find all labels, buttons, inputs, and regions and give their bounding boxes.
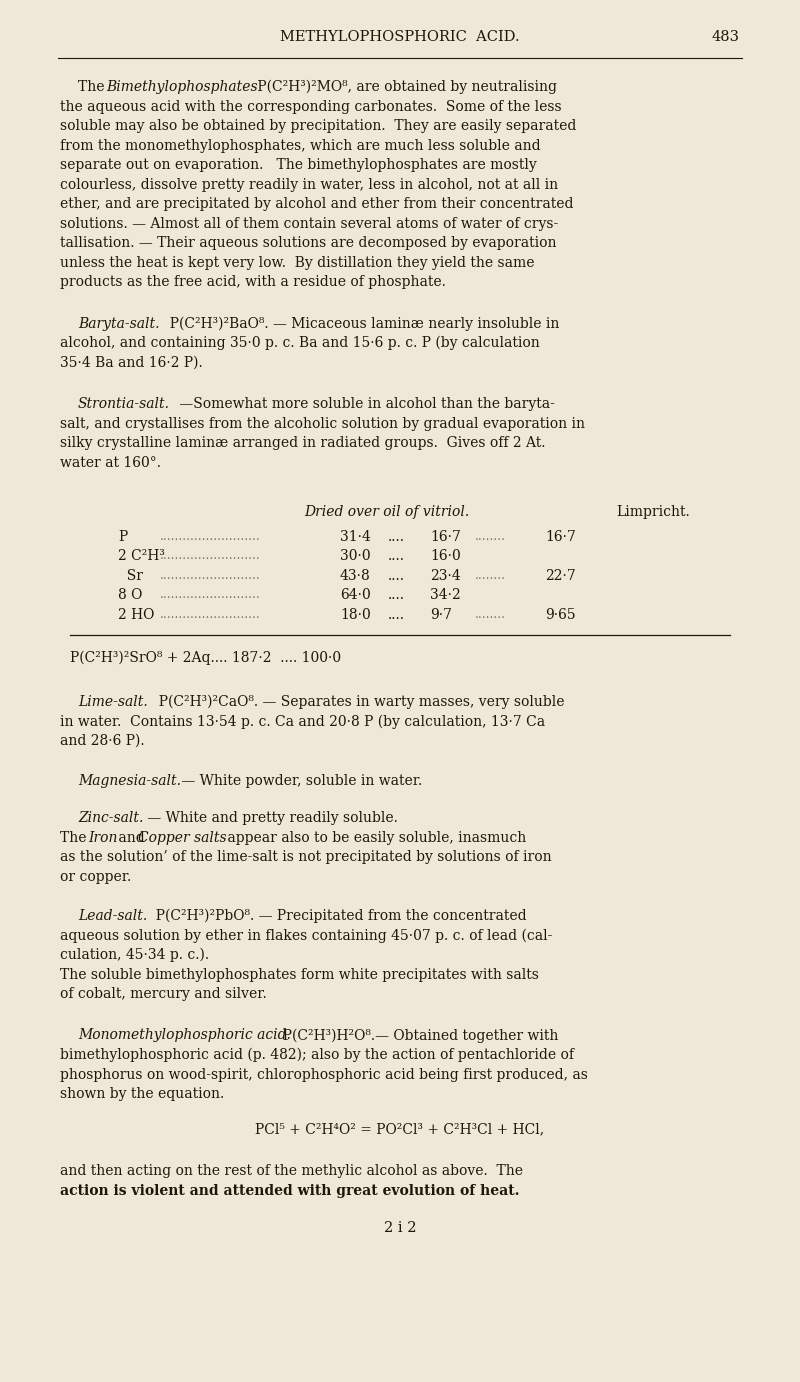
Text: and: and: [114, 831, 149, 844]
Text: and 28·6 P).: and 28·6 P).: [60, 734, 145, 748]
Text: ........: ........: [475, 529, 506, 543]
Text: 35·4 Ba and 16·2 P).: 35·4 Ba and 16·2 P).: [60, 355, 202, 369]
Text: 16·7: 16·7: [545, 529, 576, 543]
Text: P(C²H³)²BaO⁸. — Micaceous laminæ nearly insoluble in: P(C²H³)²BaO⁸. — Micaceous laminæ nearly …: [161, 316, 559, 330]
Text: separate out on evaporation.   The bimethylophosphates are mostly: separate out on evaporation. The bimethy…: [60, 158, 537, 171]
Text: or copper.: or copper.: [60, 869, 131, 883]
Text: ..........................: ..........................: [160, 549, 261, 562]
Text: appear also to be easily soluble, inasmuch: appear also to be easily soluble, inasmu…: [223, 831, 526, 844]
Text: 30·0: 30·0: [340, 549, 370, 562]
Text: soluble may also be obtained by precipitation.  They are easily separated: soluble may also be obtained by precipit…: [60, 119, 576, 133]
Text: in water.  Contains 13·54 p. c. Ca and 20·8 P (by calculation, 13·7 Ca: in water. Contains 13·54 p. c. Ca and 20…: [60, 714, 545, 728]
Text: 43·8: 43·8: [340, 568, 370, 582]
Text: METHYLOPHOSPHORIC  ACID.: METHYLOPHOSPHORIC ACID.: [280, 30, 520, 44]
Text: 18·0: 18·0: [340, 608, 370, 622]
Text: 16·0: 16·0: [430, 549, 461, 562]
Text: 22·7: 22·7: [545, 568, 576, 582]
Text: 31·4: 31·4: [340, 529, 371, 543]
Text: shown by the equation.: shown by the equation.: [60, 1088, 224, 1101]
Text: bimethylophosphoric acid (p. 482); also by the action of pentachloride of: bimethylophosphoric acid (p. 482); also …: [60, 1048, 574, 1063]
Text: alcohol, and containing 35·0 p. c. Ba and 15·6 p. c. P (by calculation: alcohol, and containing 35·0 p. c. Ba an…: [60, 336, 540, 351]
Text: ..........................: ..........................: [160, 529, 261, 543]
Text: —Somewhat more soluble in alcohol than the baryta-: —Somewhat more soluble in alcohol than t…: [175, 397, 555, 410]
Text: ....: ....: [388, 568, 405, 582]
Text: P(C²H³)²SrO⁸ + 2Aq.... 187·2  .... 100·0: P(C²H³)²SrO⁸ + 2Aq.... 187·2 .... 100·0: [70, 651, 341, 665]
Text: from the monomethylophosphates, which are much less soluble and: from the monomethylophosphates, which ar…: [60, 138, 541, 152]
Text: PCl⁵ + C²H⁴O² = PO²Cl³ + C²H³Cl + HCl,: PCl⁵ + C²H⁴O² = PO²Cl³ + C²H³Cl + HCl,: [255, 1122, 545, 1136]
Text: ether, and are precipitated by alcohol and ether from their concentrated: ether, and are precipitated by alcohol a…: [60, 198, 574, 211]
Text: solutions. — Almost all of them contain several atoms of water of crys-: solutions. — Almost all of them contain …: [60, 217, 558, 231]
Text: 2 HO: 2 HO: [118, 608, 154, 622]
Text: P(C²H³)²MO⁸, are obtained by neutralising: P(C²H³)²MO⁸, are obtained by neutralisin…: [253, 80, 557, 94]
Text: of cobalt, mercury and silver.: of cobalt, mercury and silver.: [60, 987, 266, 1001]
Text: as the solution’ of the lime-salt is not precipitated by solutions of iron: as the solution’ of the lime-salt is not…: [60, 850, 552, 864]
Text: ........: ........: [475, 568, 506, 582]
Text: Lime-salt.: Lime-salt.: [78, 695, 148, 709]
Text: ..........................: ..........................: [160, 608, 261, 621]
Text: The: The: [78, 80, 109, 94]
Text: P(C²H³)H²O⁸.— Obtained together with: P(C²H³)H²O⁸.— Obtained together with: [274, 1028, 558, 1043]
Text: ....: ....: [388, 549, 405, 562]
Text: tallisation. — Their aqueous solutions are decomposed by evaporation: tallisation. — Their aqueous solutions a…: [60, 236, 557, 250]
Text: ........: ........: [475, 608, 506, 621]
Text: Bimethylophosphates: Bimethylophosphates: [106, 80, 258, 94]
Text: 64·0: 64·0: [340, 587, 370, 603]
Text: ..........................: ..........................: [160, 568, 261, 582]
Text: the aqueous acid with the corresponding carbonates.  Some of the less: the aqueous acid with the corresponding …: [60, 100, 562, 113]
Text: ....: ....: [388, 608, 405, 622]
Text: water at 160°.: water at 160°.: [60, 456, 161, 470]
Text: ..........................: ..........................: [160, 587, 261, 601]
Text: unless the heat is kept very low.  By distillation they yield the same: unless the heat is kept very low. By dis…: [60, 256, 534, 269]
Text: Iron: Iron: [88, 831, 118, 844]
Text: ....: ....: [388, 587, 405, 603]
Text: 483: 483: [712, 30, 740, 44]
Text: 23·4: 23·4: [430, 568, 461, 582]
Text: Baryta-salt.: Baryta-salt.: [78, 316, 159, 330]
Text: salt, and crystallises from the alcoholic solution by gradual evaporation in: salt, and crystallises from the alcoholi…: [60, 416, 585, 431]
Text: 8 O: 8 O: [118, 587, 142, 603]
Text: Magnesia-salt.: Magnesia-salt.: [78, 774, 181, 788]
Text: P: P: [118, 529, 127, 543]
Text: culation, 45·34 p. c.).: culation, 45·34 p. c.).: [60, 948, 209, 962]
Text: ....: ....: [388, 529, 405, 543]
Text: 9·65: 9·65: [545, 608, 576, 622]
Text: colourless, dissolve pretty readily in water, less in alcohol, not at all in: colourless, dissolve pretty readily in w…: [60, 177, 558, 192]
Text: action is violent and attended with great evolution of heat.: action is violent and attended with grea…: [60, 1183, 519, 1197]
Text: Limpricht.: Limpricht.: [616, 504, 690, 520]
Text: products as the free acid, with a residue of phosphate.: products as the free acid, with a residu…: [60, 275, 446, 289]
Text: Dried over oil of vitriol.: Dried over oil of vitriol.: [304, 504, 470, 520]
Text: — White powder, soluble in water.: — White powder, soluble in water.: [177, 774, 422, 788]
Text: Strontia-salt.: Strontia-salt.: [78, 397, 170, 410]
Text: Lead-salt.: Lead-salt.: [78, 909, 147, 923]
Text: The soluble bimethylophosphates form white precipitates with salts: The soluble bimethylophosphates form whi…: [60, 967, 539, 981]
Text: 34·2: 34·2: [430, 587, 461, 603]
Text: Sr: Sr: [118, 568, 143, 582]
Text: 16·7: 16·7: [430, 529, 461, 543]
Text: P(C²H³)²PbO⁸. — Precipitated from the concentrated: P(C²H³)²PbO⁸. — Precipitated from the co…: [147, 909, 526, 923]
Text: P(C²H³)²CaO⁸. — Separates in warty masses, very soluble: P(C²H³)²CaO⁸. — Separates in warty masse…: [150, 695, 565, 709]
Text: Zinc-salt.: Zinc-salt.: [78, 811, 143, 825]
Text: 2 i 2: 2 i 2: [384, 1222, 416, 1236]
Text: — White and pretty readily soluble.: — White and pretty readily soluble.: [143, 811, 398, 825]
Text: Copper salts: Copper salts: [138, 831, 226, 844]
Text: 9·7: 9·7: [430, 608, 452, 622]
Text: aqueous solution by ether in flakes containing 45·07 p. c. of lead (cal-: aqueous solution by ether in flakes cont…: [60, 929, 552, 943]
Text: The: The: [60, 831, 91, 844]
Text: 2 C²H³: 2 C²H³: [118, 549, 165, 562]
Text: and then acting on the rest of the methylic alcohol as above.  The: and then acting on the rest of the methy…: [60, 1164, 523, 1177]
Text: Monomethylophosphoric acid.: Monomethylophosphoric acid.: [78, 1028, 291, 1042]
Text: silky crystalline laminæ arranged in radiated groups.  Gives off 2 At.: silky crystalline laminæ arranged in rad…: [60, 435, 546, 451]
Text: phosphorus on wood-spirit, chlorophosphoric acid being first produced, as: phosphorus on wood-spirit, chlorophospho…: [60, 1067, 588, 1082]
